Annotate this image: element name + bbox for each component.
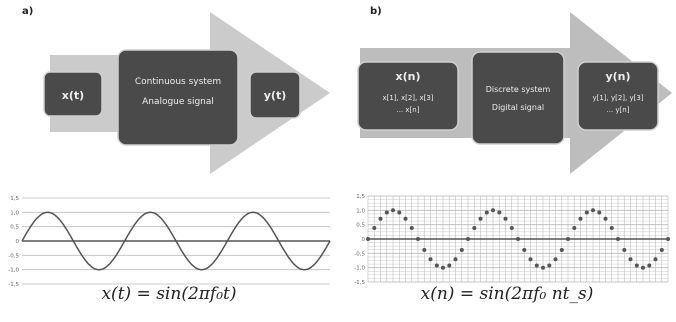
sample-point xyxy=(391,208,395,213)
panel-a-system-line1: Continuous system xyxy=(135,77,221,87)
panel-a: a) x(t) Continuous system Analogue signa… xyxy=(8,6,331,304)
sample-point xyxy=(559,248,564,252)
panel-a-letter: a) xyxy=(22,6,34,17)
sample-point xyxy=(466,237,470,241)
sample-point xyxy=(497,210,502,215)
panel-b-output-line2: ... y[n] xyxy=(607,106,630,114)
panel-b-system-box xyxy=(471,51,565,145)
sample-point xyxy=(403,216,408,221)
tick-label: 0 xyxy=(362,237,366,243)
sample-point xyxy=(528,257,533,262)
sample-point xyxy=(397,210,402,215)
panel-a-system-line2: Analogue signal xyxy=(142,97,214,107)
panel-b: b) x(n) x[1], x[2], x[3] ... x[n] Discre… xyxy=(338,0,676,322)
panel-b-output-line1: y[1], y[2], y[3] xyxy=(592,94,643,102)
sample-point xyxy=(409,226,414,230)
tick-label: 1,0 xyxy=(10,210,19,216)
panel-b-system-line1: Discrete system xyxy=(486,85,551,94)
sample-point xyxy=(659,248,664,252)
sample-point xyxy=(666,237,670,241)
panel-b-input-box xyxy=(357,61,459,131)
sample-point xyxy=(503,216,508,221)
sample-point xyxy=(616,237,620,241)
tick-label: 1,5 xyxy=(356,194,365,200)
panel-a-sine-chart: 1,5 1,0 0,5 0 -0,5 -1,0 -1,5 xyxy=(8,196,331,288)
sample-point xyxy=(516,237,520,241)
panel-b-letter: b) xyxy=(370,6,382,17)
panel-a-output-box xyxy=(249,71,301,119)
sample-point xyxy=(578,216,583,221)
tick-label: -1,5 xyxy=(8,282,19,288)
sample-point xyxy=(609,226,614,230)
sample-point xyxy=(622,248,627,252)
tick-label: -1,0 xyxy=(354,266,365,272)
sample-point xyxy=(534,263,539,268)
panel-b-input-line2: ... x[n] xyxy=(397,106,420,114)
panel-b-output-title: y(n) xyxy=(605,70,630,83)
tick-label: 1,5 xyxy=(10,196,19,202)
panel-a-output-label: y(t) xyxy=(264,89,286,102)
sample-point xyxy=(553,257,558,262)
sample-point xyxy=(541,265,545,270)
sample-point xyxy=(478,216,483,221)
sample-point xyxy=(572,226,577,230)
tick-label: 0,5 xyxy=(356,223,365,229)
sample-point xyxy=(378,216,383,221)
tick-label: 1,0 xyxy=(356,208,365,214)
sample-point xyxy=(584,210,589,215)
sample-point xyxy=(472,226,477,230)
tick-label: -1,5 xyxy=(354,280,365,286)
panel-a-input-label: x(t) xyxy=(62,89,84,102)
sample-point xyxy=(484,210,489,215)
sample-point xyxy=(597,210,602,215)
panel-b-sampled-chart: 1,5 1,0 0,5 0 -0,5 -1,0 -1,5 xyxy=(354,194,670,286)
sample-point xyxy=(547,263,552,268)
tick-label: -0,5 xyxy=(8,253,19,259)
sample-point xyxy=(591,208,595,213)
sample-point xyxy=(628,257,633,262)
tick-label: 0,5 xyxy=(10,225,19,231)
sample-point xyxy=(422,248,427,252)
panel-b-output-box xyxy=(577,61,659,131)
panel-b-input-line1: x[1], x[2], x[3] xyxy=(382,94,433,102)
sample-point xyxy=(366,237,370,241)
tick-label: 0 xyxy=(16,239,20,245)
sample-point xyxy=(428,257,433,262)
sample-point xyxy=(416,237,420,241)
panel-b-system-line2: Digital signal xyxy=(492,103,544,112)
panel-b-formula: x(n) = sin(2πf₀ nt_s) xyxy=(420,284,594,304)
panel-a-diagram: x(t) Continuous system Analogue signal y… xyxy=(8,12,331,288)
panel-b-input-title: x(n) xyxy=(396,70,421,83)
panel-b-diagram: x(n) x[1], x[2], x[3] ... x[n] Discrete … xyxy=(354,12,672,286)
sine-curve xyxy=(21,211,331,271)
sample-point xyxy=(453,257,458,262)
sample-point xyxy=(603,216,608,221)
tick-label: -0,5 xyxy=(354,251,365,257)
sample-point xyxy=(372,226,377,230)
sample-point xyxy=(384,210,389,215)
panel-a-input-box xyxy=(43,71,103,117)
tick-label: -1,0 xyxy=(8,268,19,274)
panel-a-formula: x(t) = sin(2πf₀t) xyxy=(101,284,237,304)
sample-point xyxy=(459,248,464,252)
sample-point xyxy=(434,263,439,268)
sample-point xyxy=(491,208,495,213)
sample-point xyxy=(447,263,452,268)
sample-point xyxy=(653,257,658,262)
sample-point xyxy=(647,263,652,268)
sample-point xyxy=(641,265,645,270)
sample-point xyxy=(634,263,639,268)
sample-point xyxy=(522,248,527,252)
panel-a-system-box xyxy=(117,49,239,146)
sample-point xyxy=(566,237,570,241)
sample-point xyxy=(441,265,445,270)
sample-point xyxy=(509,226,514,230)
